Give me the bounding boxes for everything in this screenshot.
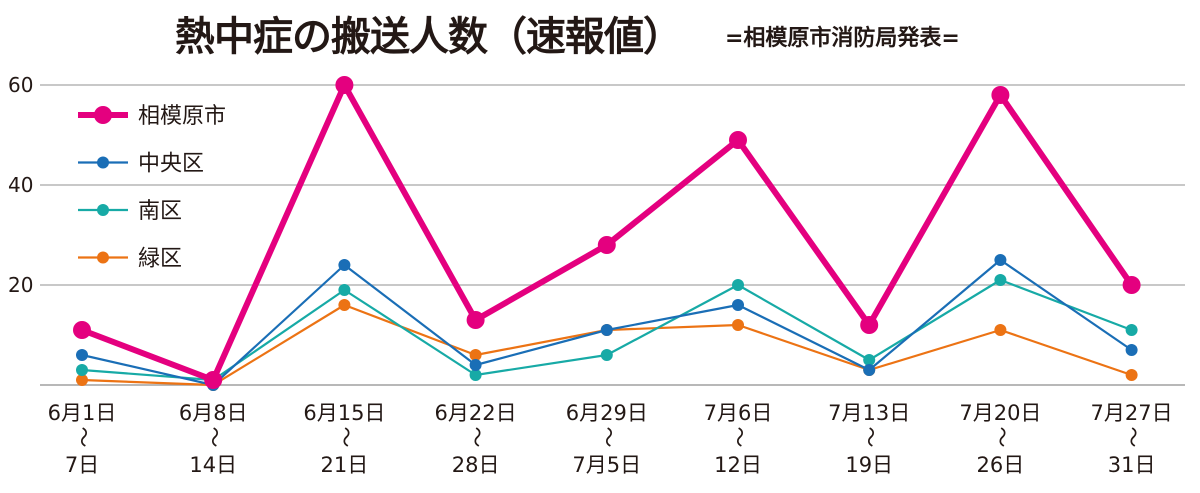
legend-marker	[94, 106, 112, 124]
data-point-1	[732, 299, 744, 311]
x-tick-separator: ～	[71, 427, 95, 448]
data-point-2	[1125, 324, 1138, 336]
data-point-3	[994, 324, 1007, 336]
x-tick-label-to: 19日	[845, 453, 893, 477]
y-tick-label: 20	[8, 273, 33, 297]
data-point-2	[994, 274, 1007, 286]
legend-marker	[97, 204, 109, 216]
x-tick-label-to: 28日	[452, 453, 500, 477]
x-tick-label-to: 31日	[1108, 453, 1156, 477]
x-tick-label-from: 6月29日	[566, 401, 648, 425]
x-tick-label-from: 7月13日	[828, 401, 910, 425]
x-tick-label-from: 7月20日	[959, 401, 1041, 425]
data-point-2	[732, 279, 744, 291]
x-tick-label-to: 14日	[189, 453, 237, 477]
y-tick-label: 60	[8, 73, 33, 97]
data-point-2	[600, 349, 613, 361]
legend-label: 緑区	[138, 247, 182, 272]
data-point-1	[338, 259, 351, 271]
x-tick-label-to: 26日	[977, 453, 1025, 477]
y-tick-label: 40	[8, 173, 33, 197]
legend-label: 南区	[138, 199, 182, 224]
x-tick-separator: ～	[333, 427, 357, 448]
data-point-1	[76, 349, 88, 361]
x-tick-separator: ～	[465, 427, 489, 448]
chart-title: 熱中症の搬送人数（速報値）	[175, 14, 683, 60]
x-tick-label-to: 21日	[321, 453, 369, 477]
data-point-0	[597, 236, 616, 254]
data-point-0	[860, 316, 879, 334]
x-tick-label-to: 7日	[65, 453, 99, 477]
data-point-1	[1125, 344, 1138, 356]
x-tick-label-from: 6月15日	[303, 401, 385, 425]
legend-label: 中央区	[138, 152, 204, 177]
data-point-2	[469, 369, 482, 381]
data-point-2	[863, 354, 876, 366]
data-point-2	[338, 284, 351, 296]
data-point-0	[1122, 276, 1141, 294]
x-tick-separator: ～	[989, 427, 1013, 448]
legend-label: 相模原市	[138, 104, 226, 129]
data-point-1	[600, 324, 613, 336]
data-point-3	[732, 319, 744, 331]
x-tick-label-from: 6月8日	[179, 401, 248, 425]
x-tick-separator: ～	[596, 427, 620, 448]
x-tick-separator: ～	[202, 427, 226, 448]
x-tick-label-from: 6月22日	[435, 401, 517, 425]
x-tick-label-from: 7月27日	[1091, 401, 1173, 425]
x-tick-separator: ～	[727, 427, 751, 448]
x-tick-separator: ～	[1121, 427, 1145, 448]
x-tick-separator: ～	[858, 427, 882, 448]
data-point-0	[466, 311, 485, 329]
data-point-0	[991, 86, 1010, 104]
data-point-3	[76, 374, 88, 386]
data-point-3	[469, 349, 482, 361]
data-point-0	[335, 76, 354, 94]
chart-subtitle: =相模原市消防局発表=	[725, 26, 960, 51]
data-point-0	[204, 371, 223, 389]
data-point-0	[729, 131, 747, 149]
data-point-3	[1125, 369, 1138, 381]
data-point-1	[863, 364, 876, 376]
data-point-3	[338, 299, 351, 311]
data-point-1	[469, 359, 482, 371]
x-tick-label-to: 12日	[714, 453, 762, 477]
x-tick-label-to: 7月5日	[572, 453, 641, 477]
legend-marker	[97, 156, 109, 169]
x-tick-label-from: 6月1日	[48, 401, 117, 425]
data-point-0	[73, 321, 91, 339]
data-point-2	[76, 364, 88, 376]
x-tick-label-from: 7月6日	[704, 401, 773, 425]
data-point-1	[994, 254, 1007, 266]
legend-marker	[97, 251, 109, 264]
